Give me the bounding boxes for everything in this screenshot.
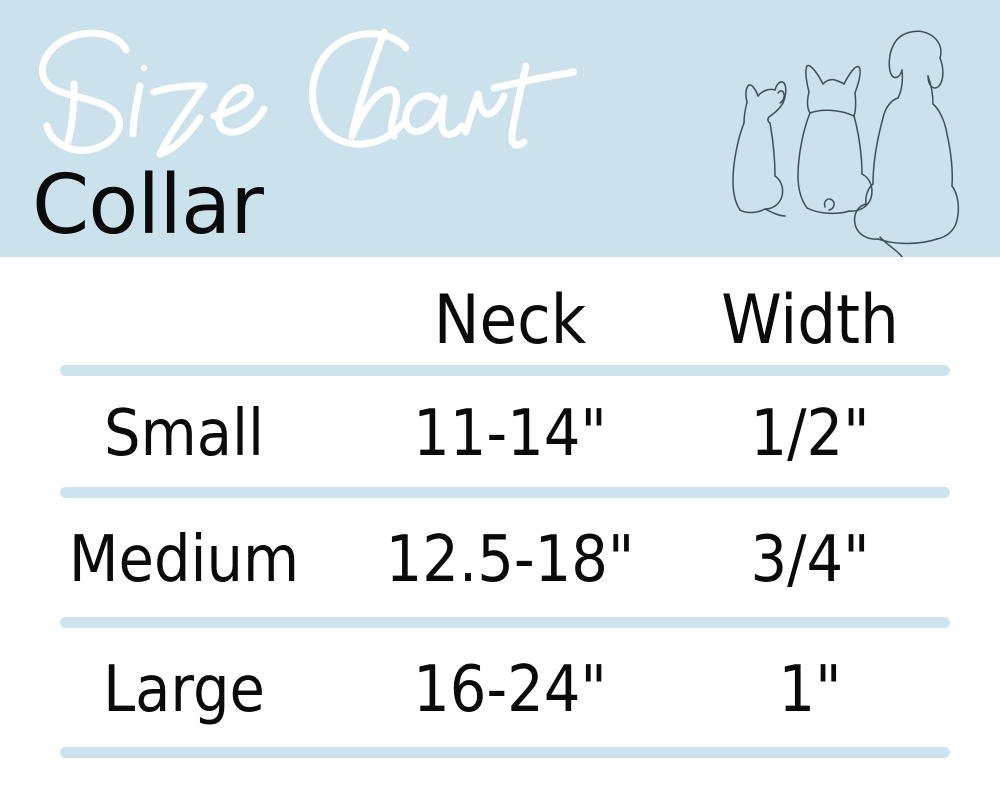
column-header-neck: Neck [433,281,587,360]
table-header-row: Neck Width [0,277,1000,365]
row-width-value: 1" [778,653,842,727]
row-size-label: Medium [68,523,300,597]
row-width-value: 3/4" [750,523,870,597]
table-row: Medium 12.5-18" 3/4" [0,505,1000,615]
table-row: Large 16-24" 1" [0,635,1000,745]
divider-after-small [60,487,950,498]
large-dog-icon [853,30,960,257]
script-title-size-chart: Size Chart [14,14,654,164]
page-title: Collar [32,158,264,253]
divider-after-large [60,747,950,758]
row-size-label: Large [103,653,265,727]
divider-under-header [60,365,950,376]
three-dogs-illustration [725,18,980,257]
column-header-width: Width [721,281,899,360]
row-width-value: 1/2" [750,397,870,471]
divider-after-medium [60,617,950,628]
size-table: Neck Width Small 11-14" 1/2" Medium 12.5… [0,257,1000,800]
table-row: Small 11-14" 1/2" [0,381,1000,487]
row-neck-value: 11-14" [413,397,607,471]
medium-dog-icon [797,64,873,215]
row-neck-value: 12.5-18" [385,523,635,597]
row-size-label: Small [104,397,264,471]
row-neck-value: 16-24" [413,653,607,727]
small-dog-icon [732,81,787,217]
header-band: Size Chart [0,0,1000,257]
